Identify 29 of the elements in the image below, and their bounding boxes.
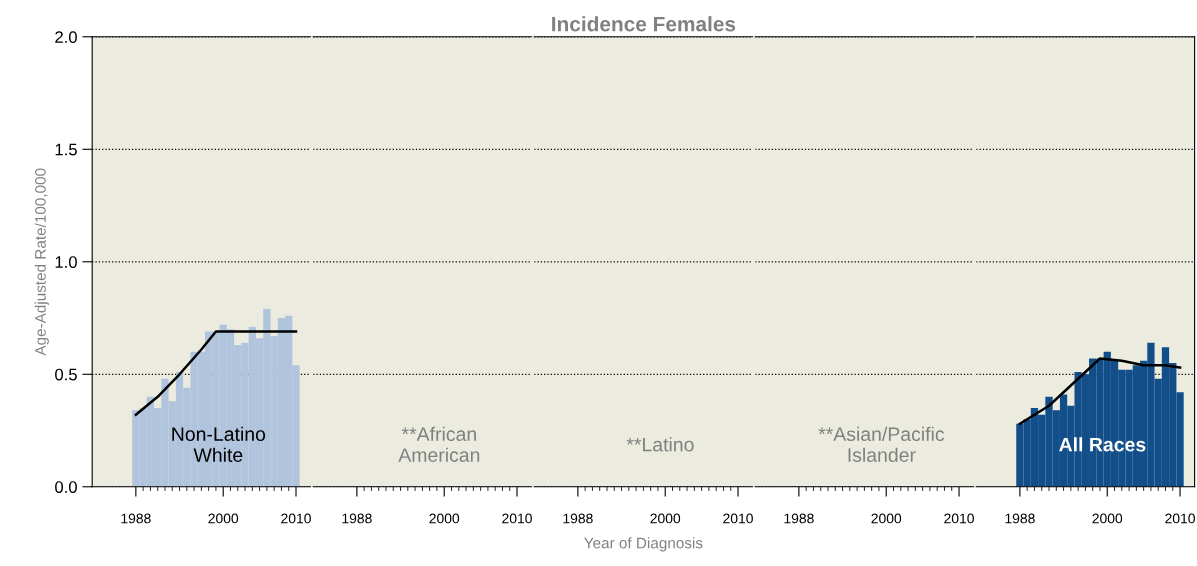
- annotation: Non-Latino White: [172, 426, 266, 462]
- x-tick-label: 2000: [650, 513, 681, 524]
- annotation: **Latino: [626, 437, 694, 452]
- y-axis-title: Age-Adjusted Rate/100,000: [34, 168, 49, 356]
- x-tick-label: 1988: [1005, 513, 1035, 524]
- x-tick-label: 2010: [502, 513, 532, 524]
- y-tick-label: 1.5: [55, 143, 77, 156]
- x-tick-label: 2000: [208, 513, 239, 524]
- annotation: **African American: [398, 426, 480, 462]
- y-tick-label: 0.0: [55, 481, 77, 493]
- x-tick-label: 1988: [342, 513, 372, 524]
- y-tick-label: 0.5: [55, 368, 77, 381]
- x-axis-title: Year of Diagnosis: [584, 537, 703, 552]
- annotation: **Asian/Pacific Islander: [818, 426, 945, 462]
- x-tick-label: 2010: [1165, 513, 1195, 524]
- x-tick-label: 2000: [1092, 513, 1123, 524]
- y-tick-label: 1.0: [55, 256, 77, 268]
- x-tick-label: 2000: [871, 513, 902, 524]
- x-tick-label: 2000: [429, 513, 460, 524]
- x-tick-label: 1988: [784, 513, 814, 524]
- x-tick-label: 1988: [563, 513, 593, 524]
- x-tick-label: 2010: [723, 513, 753, 524]
- annotation: All Races: [1059, 437, 1146, 452]
- x-tick-label: 2010: [944, 513, 974, 524]
- y-tick-label: 2.0: [55, 31, 77, 43]
- x-tick-label: 1988: [121, 513, 151, 524]
- chart-title: Incidence Females: [552, 16, 736, 32]
- line-series: [134, 330, 298, 417]
- x-tick-label: 2010: [281, 513, 311, 524]
